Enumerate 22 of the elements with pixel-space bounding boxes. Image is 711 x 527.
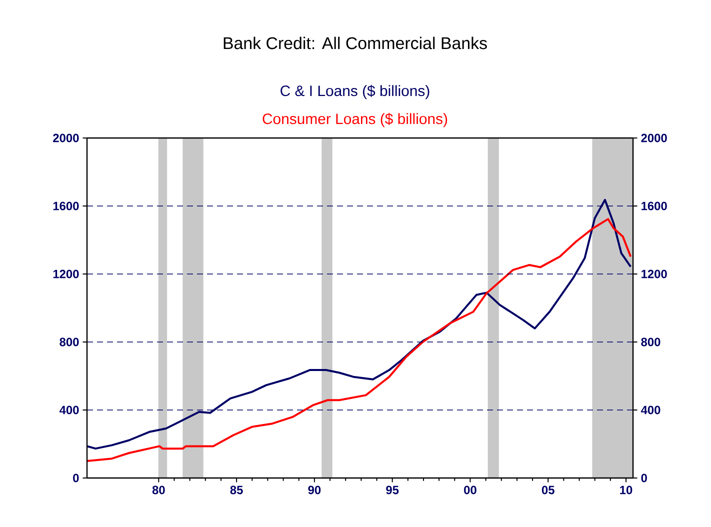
- x-tick-label: 85: [230, 486, 243, 494]
- text: Consumer Loans ($ billions): [262, 112, 448, 128]
- x-tick-label: 95: [386, 486, 399, 494]
- x-tick-label: 10: [620, 486, 632, 494]
- y-tick-label: 1600: [53, 202, 79, 210]
- y2-tick-label: 1200: [642, 270, 667, 278]
- x-tick-label: 05: [542, 486, 554, 494]
- text: C & I Loans ($ billions): [280, 84, 430, 100]
- y-tick-label: 1200: [53, 270, 79, 278]
- y-tick-label: 400: [59, 406, 79, 414]
- x-tick-label: 80: [152, 486, 165, 494]
- x-tick-label: 90: [308, 486, 321, 494]
- y-tick-label: 2000: [53, 134, 79, 142]
- y2-tick-label: 800: [641, 338, 660, 346]
- chart-title: Bank Credit: All Commercial Banks: [224, 36, 487, 50]
- y-tick-label: 800: [60, 338, 79, 346]
- y-tick-label: 0: [73, 474, 79, 482]
- y2-tick-label: 400: [640, 406, 660, 414]
- y2-tick-label: 1600: [642, 202, 667, 210]
- x-tick-label: 00: [464, 486, 476, 494]
- y2-tick-label: 2000: [641, 134, 667, 142]
- y2-tick-label: 0: [641, 474, 647, 482]
